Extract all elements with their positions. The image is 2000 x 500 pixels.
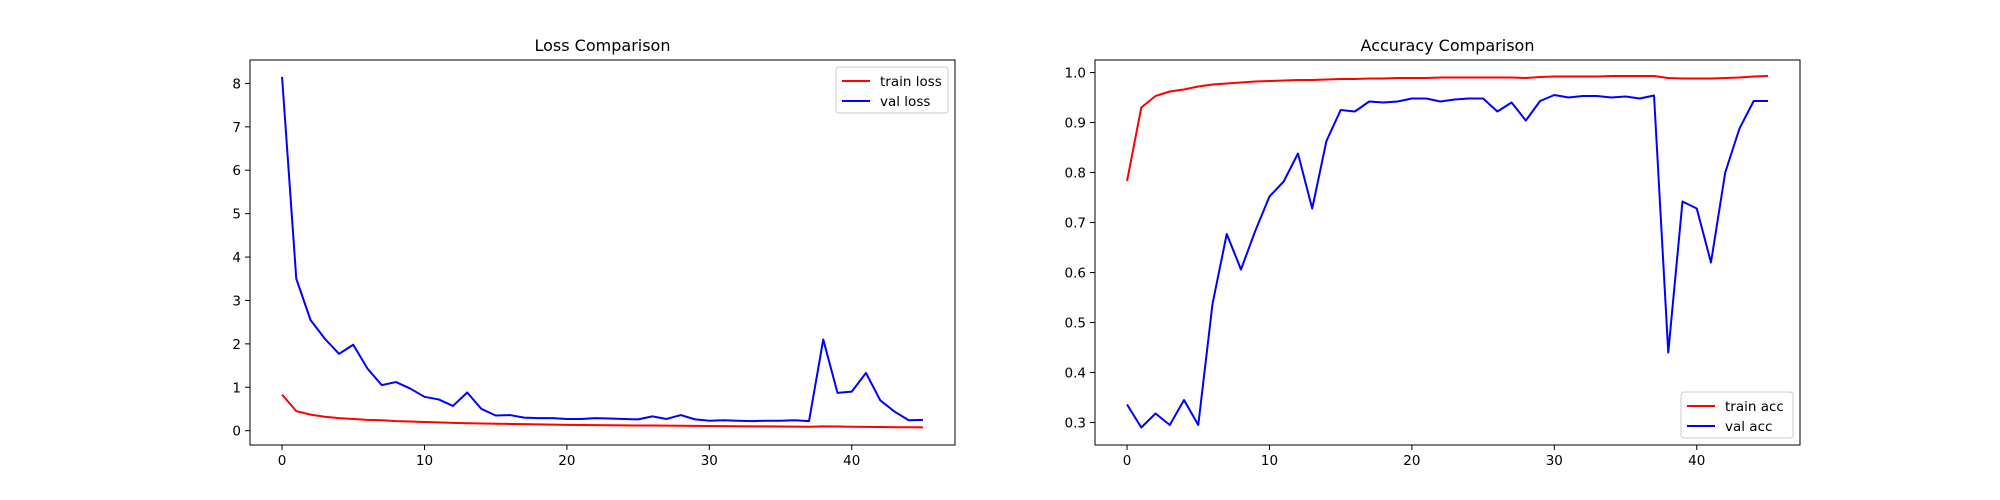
accuracy-chart: Accuracy Comparison 0 10 20 30 40 0.3 0.4 0.5 0.… (1065, 36, 1801, 470)
loss-chart-x-tick-label: 20 (558, 453, 575, 469)
loss-chart-y-tick-label: 4 (232, 250, 241, 266)
loss-chart-y-tick-label: 7 (232, 120, 241, 136)
loss-chart-legend-label-train-loss: train loss (880, 74, 942, 90)
loss-chart-frame (249, 59, 956, 446)
loss-chart-x-tick-label: 10 (416, 453, 433, 469)
accuracy-chart-x-tick-label: 40 (1688, 453, 1705, 469)
accuracy-chart-series-train-acc (1126, 75, 1768, 182)
loss-chart-y-tick-label: 6 (232, 163, 241, 179)
loss-chart: Loss Comparison 0 10 20 30 40 0 1 2 3 4 5 6 7 8 train… (232, 36, 956, 469)
accuracy-chart-y-tick-label: 0.9 (1065, 116, 1086, 132)
loss-chart-y-tick-label: 8 (232, 76, 241, 92)
loss-chart-y-tick-label: 1 (232, 380, 241, 396)
loss-chart-series-val-loss (281, 76, 923, 423)
accuracy-chart-legend-label-val-acc: val acc (1725, 419, 1772, 435)
accuracy-chart-legend-label-train-acc: train acc (1725, 399, 1784, 415)
accuracy-chart-ticks: 0 10 20 30 40 0.3 0.4 0.5 0.6 0.7 0.8 0.9 1.0 (1065, 66, 1706, 470)
loss-chart-x-tick-label: 40 (843, 453, 860, 469)
accuracy-chart-y-tick-label: 0.4 (1065, 366, 1086, 382)
accuracy-chart-x-tick-label: 10 (1261, 453, 1278, 469)
accuracy-chart-lines (1126, 75, 1768, 429)
loss-chart-x-tick-label: 30 (701, 453, 718, 469)
accuracy-chart-y-tick-label: 0.5 (1065, 316, 1086, 332)
accuracy-chart-frame (1094, 59, 1801, 446)
loss-chart-legend: train loss val loss (835, 66, 949, 114)
loss-chart-lines (281, 76, 923, 429)
loss-chart-y-tick-label: 5 (232, 207, 241, 223)
accuracy-chart-y-tick-label: 1.0 (1065, 66, 1086, 82)
loss-chart-x-tick-label: 0 (278, 453, 287, 469)
accuracy-chart-y-tick-label: 0.3 (1065, 416, 1086, 432)
loss-chart-y-tick-label: 2 (232, 337, 241, 353)
loss-chart-ticks: 0 10 20 30 40 0 1 2 3 4 5 6 7 8 (232, 76, 860, 469)
accuracy-chart-y-tick-label: 0.8 (1065, 166, 1086, 182)
accuracy-chart-x-tick-label: 20 (1403, 453, 1420, 469)
accuracy-chart-x-tick-label: 0 (1123, 453, 1132, 469)
accuracy-chart-x-tick-label: 30 (1546, 453, 1563, 469)
loss-chart-y-tick-label: 0 (232, 424, 241, 440)
loss-chart-y-tick-label: 3 (232, 293, 241, 309)
accuracy-chart-series-val-acc (1126, 94, 1768, 429)
accuracy-chart-y-tick-label: 0.7 (1065, 216, 1086, 232)
accuracy-chart-y-tick-label: 0.6 (1065, 266, 1086, 282)
loss-chart-title: Loss Comparison (535, 36, 671, 55)
loss-chart-series-train-loss (281, 393, 923, 429)
accuracy-chart-legend: train acc val acc (1680, 391, 1794, 439)
loss-chart-legend-label-val-loss: val loss (880, 94, 930, 110)
accuracy-chart-title: Accuracy Comparison (1361, 36, 1535, 55)
